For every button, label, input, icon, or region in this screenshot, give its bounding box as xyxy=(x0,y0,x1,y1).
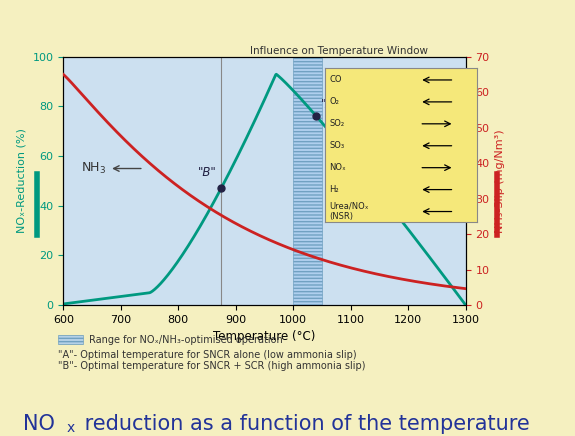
Text: "B": "B" xyxy=(198,166,217,179)
Text: NOₓ: NOₓ xyxy=(329,163,346,172)
Text: reduction as a function of the temperature: reduction as a function of the temperatu… xyxy=(78,414,530,434)
Text: "B"- Optimal temperature for SNCR + SCR (high ammonia slip): "B"- Optimal temperature for SNCR + SCR … xyxy=(58,361,365,371)
X-axis label: Temperature (°C): Temperature (°C) xyxy=(213,330,316,344)
Y-axis label: NH₃-Slip (mg/Nm³): NH₃-Slip (mg/Nm³) xyxy=(495,129,505,233)
Text: "A": "A" xyxy=(321,98,340,111)
Bar xyxy=(293,57,322,305)
Text: "A"- Optimal temperature for SNCR alone (low ammonia slip): "A"- Optimal temperature for SNCR alone … xyxy=(58,351,356,360)
Text: Urea/NOₓ
(NSR): Urea/NOₓ (NSR) xyxy=(329,202,369,221)
Y-axis label: NOₓ-Reduction (%): NOₓ-Reduction (%) xyxy=(17,129,27,233)
Text: → NO$_X$: → NO$_X$ xyxy=(348,186,390,201)
Text: Range for NOₓ/NH₃-optimised operation: Range for NOₓ/NH₃-optimised operation xyxy=(89,335,283,344)
Text: O₂: O₂ xyxy=(329,97,339,106)
Text: SO₂: SO₂ xyxy=(329,119,344,128)
Text: Influence on Temperature Window: Influence on Temperature Window xyxy=(250,46,428,56)
Text: H₂: H₂ xyxy=(329,185,339,194)
Text: CO: CO xyxy=(329,75,342,85)
Text: NO: NO xyxy=(23,414,55,434)
Text: NH$_3$: NH$_3$ xyxy=(81,161,106,176)
Text: x: x xyxy=(66,421,74,435)
Text: SO₃: SO₃ xyxy=(329,141,344,150)
